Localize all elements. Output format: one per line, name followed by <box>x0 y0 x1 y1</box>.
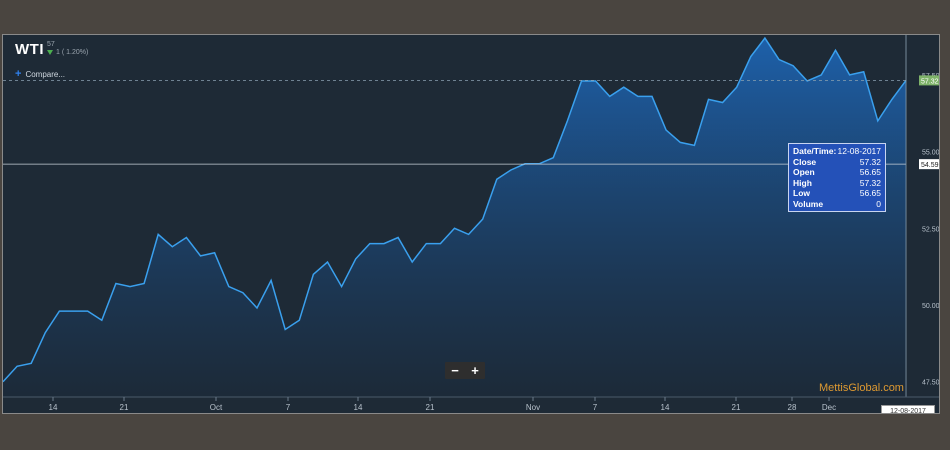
crosshair-date-badge: 12-08-2017 <box>881 405 935 413</box>
current-price: 57 <box>47 41 55 48</box>
zoom-in-button[interactable]: + <box>471 363 479 378</box>
last-price-label: 57.32 <box>921 78 939 85</box>
y-tick-label: 47.50 <box>922 380 939 387</box>
tooltip-value: 12-08-2017 <box>837 146 881 156</box>
tooltip-value: 57.32 <box>859 177 881 188</box>
tooltip-value: 0 <box>876 198 881 209</box>
y-tick-label: 52.50 <box>922 226 939 233</box>
tooltip-value: 56.65 <box>859 167 881 177</box>
plus-icon: + <box>15 68 22 80</box>
x-tick-label: 14 <box>661 403 670 412</box>
ticker-symbol: WTI <box>15 41 44 58</box>
wti-area-chart[interactable]: 47.5050.0052.5055.0057.5057.3254.591421O… <box>3 35 939 413</box>
x-tick-label: Oct <box>210 403 223 412</box>
tooltip-key: Date/Time: <box>793 146 837 156</box>
tooltip-row: High 57.32 <box>793 178 881 189</box>
compare-label: Compare... <box>25 69 66 79</box>
x-tick-label: 14 <box>49 403 58 412</box>
compare-button[interactable]: + Compare... <box>15 68 65 80</box>
tooltip-row: Low 56.65 <box>793 188 881 199</box>
tooltip-key: Low <box>793 188 810 198</box>
x-tick-label: Nov <box>526 403 540 412</box>
tooltip-key: Volume <box>793 198 824 209</box>
tooltip-value: 56.65 <box>859 188 881 198</box>
crosshair-price-badge <box>919 159 939 170</box>
x-axis-band <box>3 397 939 413</box>
x-tick-label: 7 <box>593 403 598 412</box>
series-area <box>3 38 906 397</box>
watermark: MettisGlobal.com <box>819 382 904 394</box>
tooltip-key: High <box>793 177 812 188</box>
chart-frame: 47.5050.0052.5055.0057.5057.3254.591421O… <box>2 34 940 414</box>
last-price-badge <box>919 75 939 86</box>
x-tick-label: 21 <box>120 403 129 412</box>
x-tick-label: 28 <box>788 403 797 412</box>
price-change-text: 1 ( 1.20%) <box>56 49 89 56</box>
tooltip-value: 57.32 <box>859 156 881 167</box>
x-tick-label: 14 <box>354 403 363 412</box>
data-tooltip: Date/Time: 12-08-2017 Close 57.32 Open 5… <box>788 143 886 212</box>
x-tick-label: 21 <box>426 403 435 412</box>
y-tick-label: 55.00 <box>922 150 939 157</box>
crosshair-price-label: 54.59 <box>921 162 939 169</box>
zoom-out-button[interactable]: − <box>451 363 459 378</box>
x-tick-label: 7 <box>286 403 291 412</box>
tooltip-row: Open 56.65 <box>793 167 881 178</box>
change-arrow-icon <box>47 50 53 55</box>
price-change: 1 ( 1.20%) <box>47 49 88 56</box>
tooltip-row: Close 57.32 <box>793 157 881 168</box>
y-tick-label: 50.00 <box>922 303 939 310</box>
tooltip-key: Close <box>793 156 817 167</box>
x-tick-label: Dec <box>822 403 836 412</box>
tooltip-row: Date/Time: 12-08-2017 <box>793 146 881 157</box>
series-line <box>3 36 907 383</box>
tooltip-row: Volume 0 <box>793 199 881 210</box>
x-tick-label: 21 <box>732 403 741 412</box>
zoom-controls: − + <box>445 362 485 379</box>
tooltip-key: Open <box>793 167 815 177</box>
